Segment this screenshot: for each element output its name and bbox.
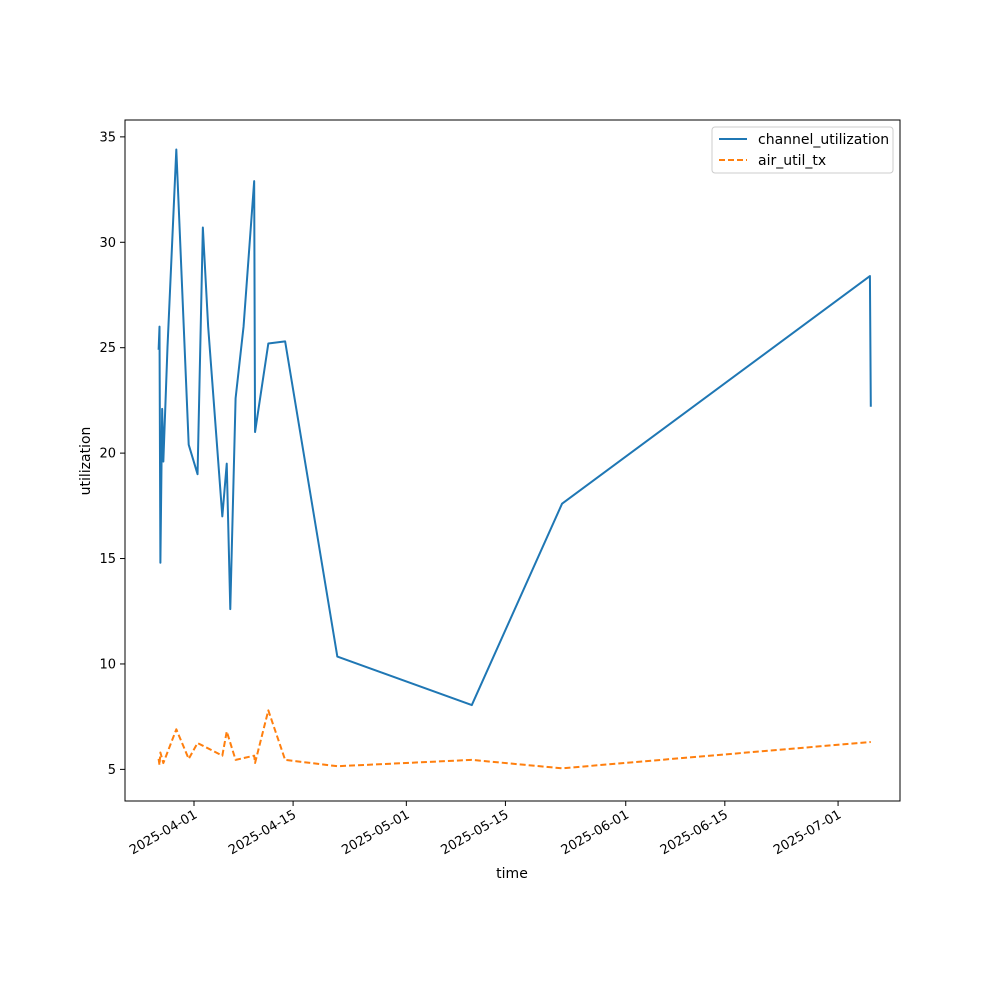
series-layer	[157, 148, 872, 770]
y-tick-label: 15	[99, 552, 116, 567]
y-tick-label: 5	[108, 763, 116, 778]
y-tick-label: 25	[99, 341, 116, 356]
y-axis: 5 10 15 20 25 30 35	[99, 130, 125, 778]
legend-entry-channel-utilization: channel_utilization	[758, 132, 889, 148]
y-tick-label: 20	[99, 447, 116, 462]
series-line-channel-utilization	[157, 148, 872, 707]
y-axis-label: utilization	[78, 427, 94, 496]
legend-box	[711, 126, 894, 174]
legend: channel_utilization air_util_tx	[711, 126, 894, 174]
y-tick-label: 30	[99, 236, 116, 251]
y-tick-label: 10	[99, 657, 116, 672]
y-tick-label: 35	[99, 130, 116, 145]
plot-frame	[124, 119, 901, 802]
legend-entry-air-util-tx: air_util_tx	[758, 153, 826, 169]
x-axis-label: time	[496, 866, 528, 882]
series-line-air-util-tx	[157, 709, 871, 770]
